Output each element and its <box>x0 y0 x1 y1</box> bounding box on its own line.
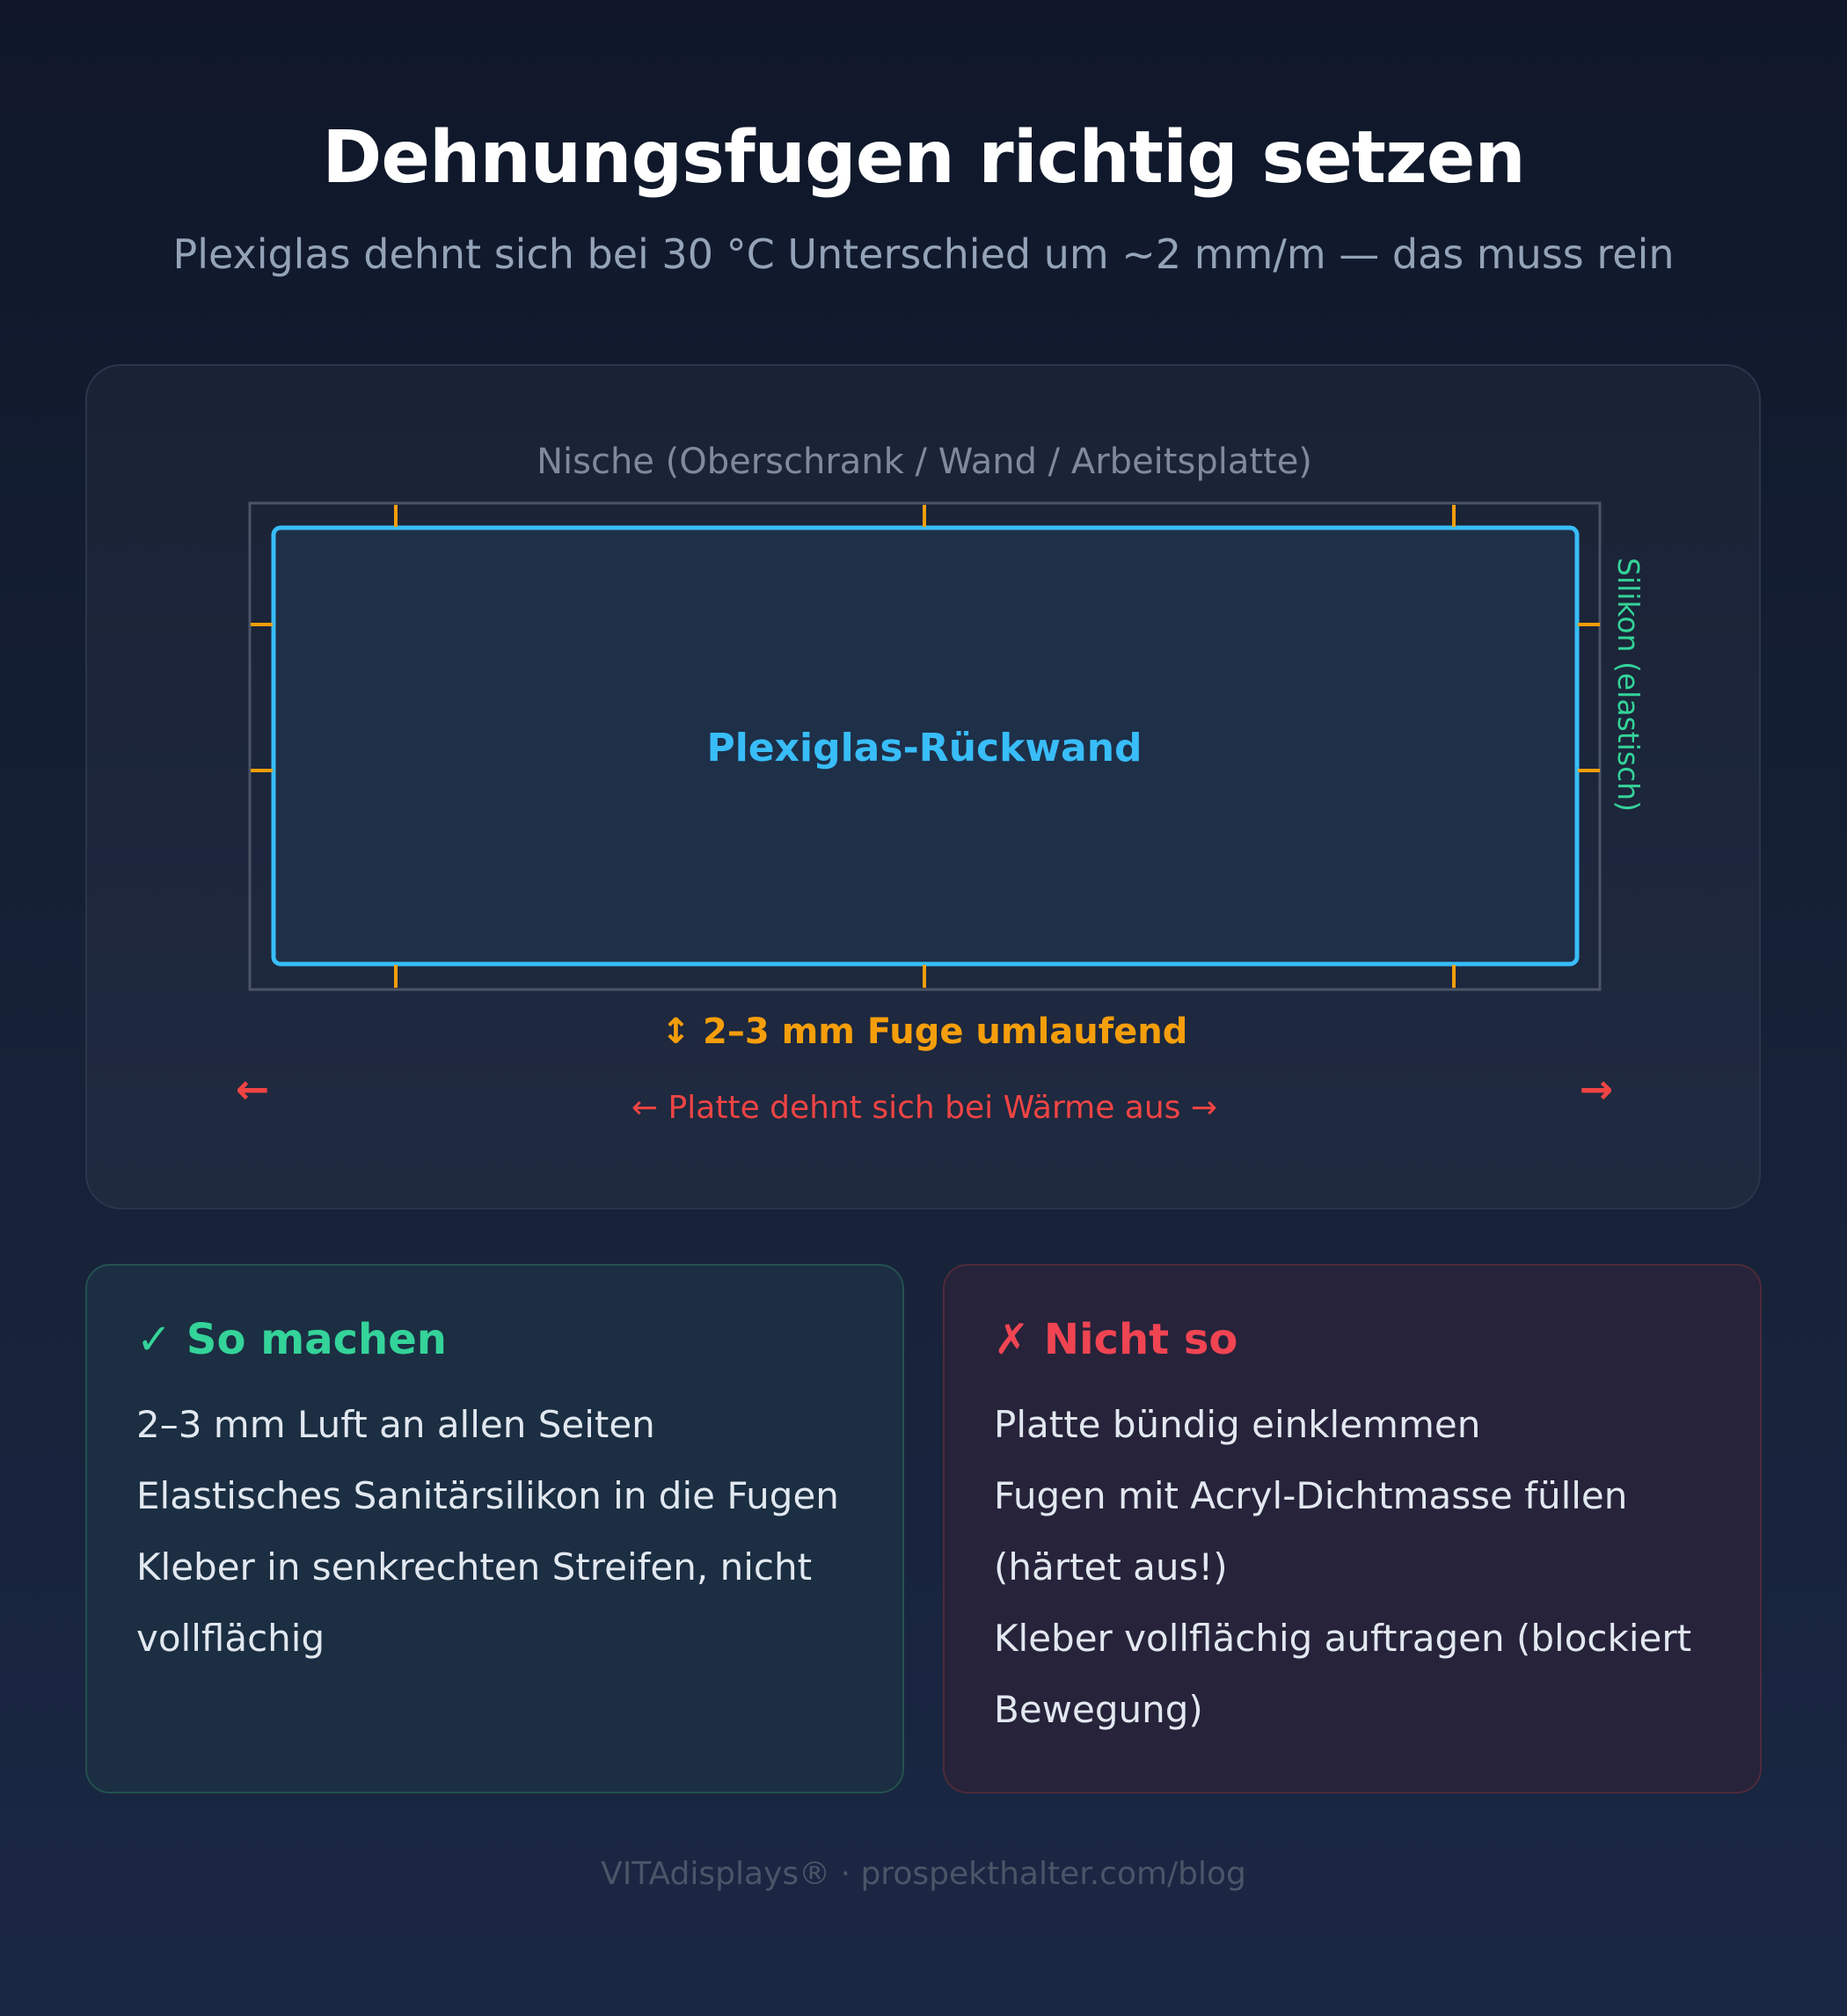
dont-list: Platte bündig einklemmen Fugen mit Acryl… <box>994 1389 1725 1745</box>
gap-markers <box>251 505 1600 988</box>
plexiglass-panel <box>271 525 1580 967</box>
silicone-label: Silikon (elastisch) <box>1611 558 1646 812</box>
page-subtitle: Plexiglas dehnt sich bei 30 °C Unterschi… <box>172 230 1675 278</box>
list-item: Fugen mit Acryl-Dichtmasse füllen (härte… <box>994 1474 1628 1589</box>
list-item: 2–3 mm Luft an allen Seiten <box>136 1403 655 1446</box>
list-item: Elastisches Sanitärsilikon in die Fugen <box>136 1474 839 1517</box>
niche-outline <box>248 501 1602 991</box>
expansion-label: ← Platte dehnt sich bei Wärme aus → <box>631 1090 1217 1126</box>
list-item: Platte bündig einklemmen <box>994 1403 1481 1446</box>
dont-heading: ✗ Nicht so <box>994 1315 1238 1364</box>
diagram-card: Nische (Oberschrank / Wand / Arbeitsplat… <box>85 364 1761 1209</box>
do-heading: ✓ So machen <box>136 1315 447 1364</box>
page-title: Dehnungsfugen richtig setzen <box>322 116 1525 200</box>
expansion-arrow-right: → <box>1580 1065 1614 1113</box>
footer-credit: VITAdisplays® · prospekthalter.com/blog <box>601 1856 1246 1892</box>
dont-box: ✗ Nicht so Platte bündig einklemmen Fuge… <box>943 1264 1762 1793</box>
do-list: 2–3 mm Luft an allen Seiten Elastisches … <box>136 1389 867 1674</box>
panel-label: Plexiglas-Rückwand <box>706 726 1142 771</box>
list-item: Kleber vollflächig auftragen (blockiert … <box>994 1617 1692 1731</box>
list-item: Kleber in senkrechten Streifen, nicht vo… <box>136 1545 813 1660</box>
expansion-joint-diagram: Nische (Oberschrank / Wand / Arbeitsplat… <box>236 442 1646 1126</box>
gap-label: ↕ 2–3 mm Fuge umlaufend <box>661 1012 1188 1052</box>
do-box: ✓ So machen 2–3 mm Luft an allen Seiten … <box>85 1264 904 1793</box>
expansion-arrow-left: ← <box>236 1065 270 1113</box>
niche-label: Nische (Oberschrank / Wand / Arbeitsplat… <box>537 442 1312 482</box>
